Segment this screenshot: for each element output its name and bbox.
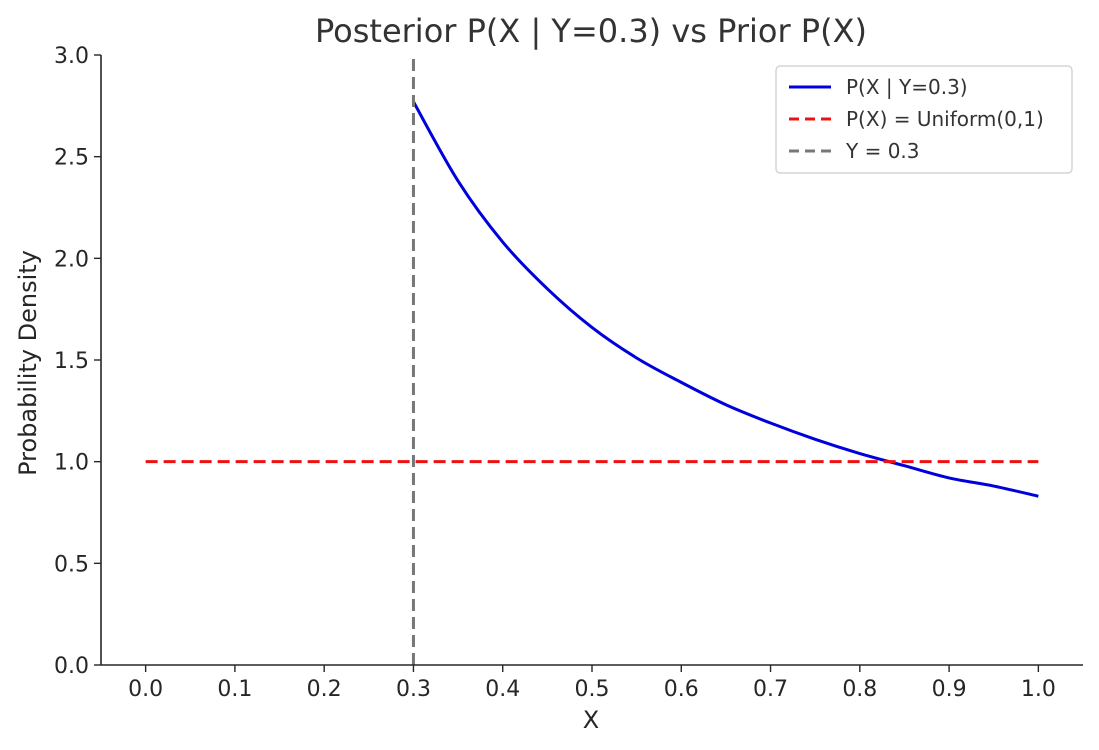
series-p-x-y-0-3	[412, 101, 1039, 498]
x-tick-label: 0.8	[842, 677, 877, 702]
x-tick-label: 0.0	[128, 677, 163, 702]
y-tick-label: 2.5	[54, 146, 89, 171]
y-axis-title: Probability Density	[14, 250, 42, 476]
legend-box	[775, 65, 1073, 174]
x-tick-label: 1.0	[1021, 677, 1056, 702]
x-tick-label: 0.2	[307, 677, 342, 702]
y-axis: 0.0 0.5 1.0 1.5 2.0 2.5 3.0	[54, 44, 102, 679]
x-axis-title: X	[583, 706, 599, 734]
legend-label-p-x-uniform-0-1: P(X) = Uniform(0,1)	[846, 107, 1044, 131]
y-tick-label: 0.5	[54, 552, 89, 577]
legend-label-y-0-3: Y = 0.3	[845, 139, 920, 163]
x-axis: 0.0 0.1 0.2 0.3 0.4 0.5 0.6 0.7 0.8 0.9 1.0	[101, 664, 1083, 702]
y-tick-label: 0.0	[54, 654, 89, 679]
x-tick-label: 0.9	[932, 677, 967, 702]
x-tick-label: 0.6	[664, 677, 699, 702]
y-tick-label: 3.0	[54, 44, 89, 69]
legend: P(X | Y=0.3) P(X) = Uniform(0,1) Y = 0.3	[775, 65, 1073, 174]
chart-title: Posterior P(X | Y=0.3) vs Prior P(X)	[315, 12, 867, 50]
plot-area	[145, 55, 1039, 665]
x-tick-label: 0.4	[485, 677, 520, 702]
x-tick-label: 0.7	[753, 677, 788, 702]
y-tick-label: 2.0	[54, 247, 89, 272]
y-tick-label: 1.0	[54, 451, 89, 476]
y-tick-label: 1.5	[54, 349, 89, 374]
x-tick-label: 0.1	[217, 677, 252, 702]
x-tick-label: 0.3	[396, 677, 431, 702]
x-tick-label: 0.5	[575, 677, 610, 702]
legend-label-p-x-y-0-3: P(X | Y=0.3)	[846, 75, 968, 99]
